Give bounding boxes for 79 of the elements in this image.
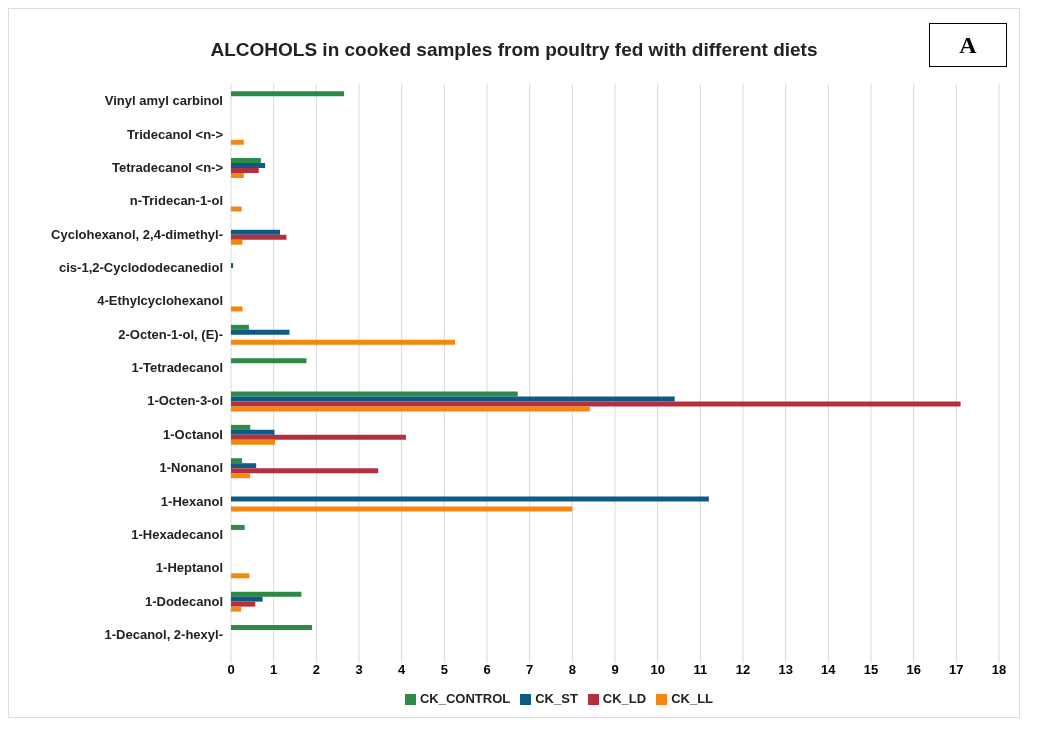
y-tick-label: Cyclohexanol, 2,4-dimethyl- [51, 226, 223, 242]
bar [231, 524, 245, 530]
x-tick-label: 0 [227, 662, 235, 678]
y-tick-label: Tetradecanol <n-> [111, 160, 224, 175]
bar [231, 234, 287, 240]
bar [231, 506, 573, 512]
x-tick-label: 11 [693, 662, 708, 678]
bar [231, 329, 290, 335]
y-tick-label: n-Tridecan-1-ol [129, 193, 223, 209]
x-tick-label: 16 [906, 662, 921, 678]
chart-title: ALCOHOLS in cooked samples from poultry fed with different diets [210, 39, 818, 60]
x-tick-label: 17 [949, 662, 964, 678]
y-tick-label: 2-Octen-1-ol, (E)- [118, 326, 223, 342]
bar [231, 206, 242, 212]
legend-label: CK_LL [671, 691, 714, 706]
x-tick-label: 9 [611, 662, 619, 678]
x-tick-label: 5 [440, 662, 448, 678]
bar [231, 406, 590, 412]
bar [231, 463, 257, 469]
bar [231, 496, 709, 502]
bar [231, 396, 675, 402]
x-tick-label: 14 [821, 662, 837, 678]
bar [231, 306, 243, 312]
legend-label: CK_LD [602, 691, 647, 706]
bar [231, 263, 234, 269]
bar [231, 596, 263, 602]
bar [231, 424, 251, 430]
y-tick-label: 1-Octanol [163, 426, 223, 442]
x-tick-label: 4 [398, 662, 407, 678]
bar [231, 573, 250, 579]
bar [231, 163, 266, 169]
bar [231, 591, 302, 597]
y-tick-label: 1-Heptanol [155, 560, 223, 576]
y-tick-label: 1-Octen-3-ol [147, 393, 223, 409]
x-tick-label: 1 [270, 662, 278, 678]
bar [231, 606, 242, 612]
legend-label: CK_ST [535, 691, 578, 706]
y-tick-label: 1-Hexanol [160, 493, 223, 509]
x-tick-label: 2 [312, 662, 320, 678]
bar [231, 324, 249, 330]
bar [231, 339, 455, 345]
x-tick-label: 18 [991, 662, 1007, 678]
bar [231, 601, 256, 607]
y-tick-label: Vinyl amyl carbinol [104, 93, 223, 109]
bar [231, 401, 961, 407]
y-tick-label: 1-Decanol, 2-hexyl- [104, 626, 223, 642]
y-tick-label: 1-Nonanol [159, 460, 223, 476]
bar [231, 429, 275, 435]
bar [231, 458, 243, 464]
y-tick-label: 4-Ethylcyclohexanol [97, 293, 223, 309]
x-tick-label: 3 [355, 662, 363, 678]
y-tick-label: Tridecanol <n-> [126, 126, 224, 142]
y-tick-label: 1-Hexadecanol [131, 526, 223, 542]
x-tick-label: 15 [863, 662, 879, 678]
x-tick-label: 8 [568, 662, 576, 678]
bar [231, 439, 275, 445]
y-tick-label: 1-Tetradecanol [131, 360, 223, 376]
bar [231, 391, 518, 397]
bar [231, 434, 406, 440]
bar [231, 239, 243, 245]
x-tick-label: 6 [483, 662, 491, 678]
bar [231, 468, 379, 474]
bar [231, 173, 244, 179]
bar [231, 158, 261, 164]
y-tick-label: 1-Dodecanol [144, 593, 223, 609]
legend-label: CK_CONTROL [419, 691, 511, 706]
bar [231, 139, 244, 145]
x-tick-label: 10 [650, 662, 665, 678]
x-tick-label: 12 [735, 662, 751, 678]
bar [231, 624, 313, 630]
x-tick-label: 7 [526, 662, 534, 678]
bar [231, 473, 251, 479]
bar [231, 168, 259, 174]
y-tick-label: cis-1,2-Cyclododecanediol [59, 260, 223, 276]
text: A [929, 23, 1007, 67]
bar [231, 229, 281, 235]
bar [231, 358, 307, 364]
x-tick-label: 13 [778, 662, 793, 678]
bar [231, 91, 345, 97]
